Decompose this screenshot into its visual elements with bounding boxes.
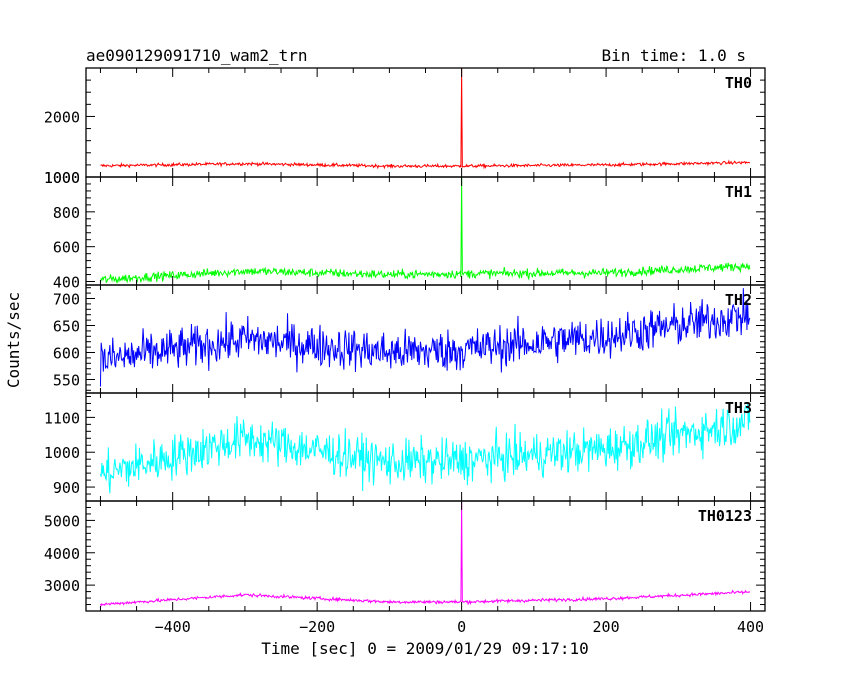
panel-label-th0123: TH0123 [698,507,752,525]
panel-frame-th1 [85,176,766,286]
y-tick-label: 900 [53,479,80,497]
y-tick-label: 700 [53,291,80,309]
y-tick-label: 600 [53,239,80,257]
panel-label-th3: TH3 [725,399,752,417]
y-axis-label: Counts/sec [4,292,23,388]
series-line-th0 [100,68,751,170]
chart-title: ae090129091710_wam2_trn [86,46,308,65]
y-tick-label: 1000 [44,169,80,187]
y-tick-label: 5000 [44,512,80,530]
series-line-th1 [100,177,751,284]
panel-label-th2: TH2 [725,291,752,309]
panel-label-th1: TH1 [725,183,752,201]
panel-label-th0: TH0 [725,74,752,92]
x-tick-label: 400 [737,618,764,636]
x-tick-label: −200 [299,618,335,636]
y-tick-label: 1000 [44,169,80,187]
y-tick-label: 1000 [44,444,80,462]
y-tick-label: 600 [53,345,80,363]
x-tick-label: 200 [593,618,620,636]
y-tick-label: 800 [53,204,80,222]
y-tick-label: 550 [53,372,80,390]
x-tick-label: 0 [457,618,466,636]
y-tick-label: 650 [53,318,80,336]
chart-subtitle: Bin time: 1.0 s [602,46,747,65]
y-tick-label: 3000 [44,577,80,595]
y-tick-label: 4000 [44,545,80,563]
x-tick-label: −400 [155,618,191,636]
series-line-th2 [99,288,751,387]
x-axis-label: Time [sec] 0 = 2009/01/29 09:17:10 [261,639,589,658]
panel-frame-th0 [85,67,766,178]
panels-group: TH010002000TH14006008001000TH25506006507… [44,67,766,636]
y-tick-label: 2000 [44,108,80,126]
series-line-th0123 [99,501,751,607]
series-line-th3 [99,404,751,494]
panel-frame-th0123 [85,500,766,612]
y-tick-label: 1100 [44,409,80,427]
y-tick-label: 400 [53,274,80,292]
